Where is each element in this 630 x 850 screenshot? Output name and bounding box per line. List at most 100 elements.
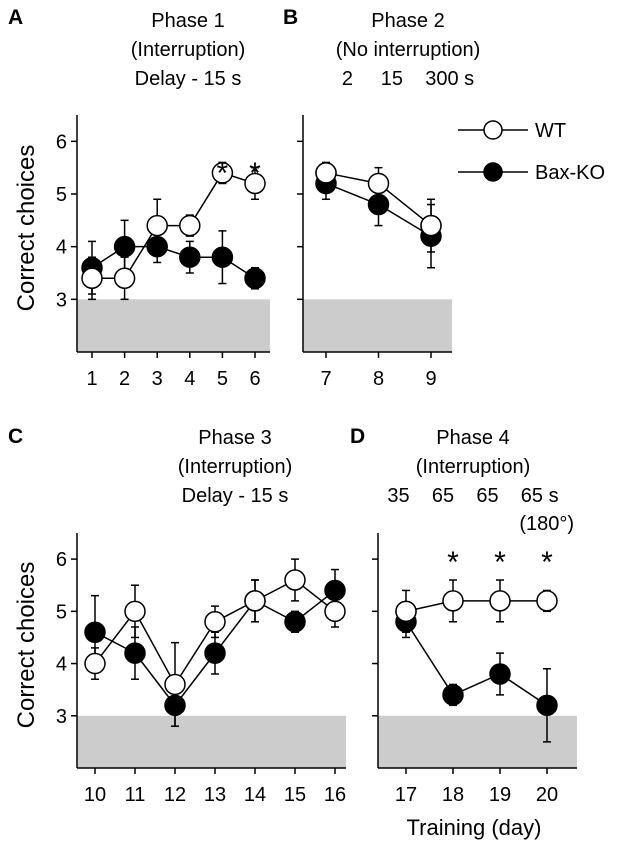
y-axis-label-top: Correct choices [13,145,40,312]
panel-letter-a: A [8,6,23,29]
y-axis-label-bottom: Correct choices [13,562,40,729]
data-point-wt [124,600,146,623]
panel-b-header-line: 2 15 300 s [342,68,474,90]
x-tick-label-a: 5 [217,368,228,390]
data-point-baxko [489,663,511,685]
panel-a-header-line: Delay - 15 s [135,68,242,90]
x-tick-label-d: 19 [489,784,511,806]
legend-label-baxko: Bax-KO [535,162,605,184]
significance-star-a: * [217,157,229,190]
data-point-baxko [442,684,464,706]
data-point-wt [211,162,234,184]
data-point-wt [179,214,201,237]
x-tick-label-c: 16 [324,784,346,806]
x-tick-label-d: 20 [536,784,558,806]
series-line-baxko-d [405,621,548,706]
y-tick-label-c: 6 [56,549,67,571]
data-point-wt [146,214,168,237]
panel-c: 3 4 5 6 10 11 12 13 14 15 16 Phase 3 (Interruption) D… [56,427,346,806]
x-tick-label-a: 3 [152,368,163,390]
panel-a-header-line: Phase 1 [151,10,224,32]
x-tick-label-d: 18 [442,784,464,806]
data-point-wt [244,172,266,195]
panel-b: 7 8 9 Phase 2 (No interruption) 2 15 300 s [297,10,480,390]
data-point-wt [324,600,346,623]
legend-marker-baxko [483,162,503,182]
panel-d: 17 18 19 20 Phase 4 (Interruption) 35 65 65 65… [372,427,577,806]
x-tick-label-a: 6 [249,368,260,390]
panel-d-header-line: (Interruption) [416,456,531,478]
panel-letter-c: C [8,425,23,448]
data-point-baxko [211,246,234,268]
x-tick-label-b: 7 [320,368,331,390]
panel-b-header-line: (No interruption) [336,39,481,61]
x-tick-label-d: 17 [395,784,417,806]
panel-d-header-line: Phase 4 [436,427,509,449]
data-point-wt [244,590,266,612]
significance-star-a: * [249,157,261,190]
data-point-wt [442,590,464,612]
x-tick-label-a: 1 [86,368,97,390]
x-axis-label: Training (day) [407,815,542,840]
data-point-baxko [113,235,136,258]
panel-c-header-line: Phase 3 [198,427,271,449]
x-tick-label-b: 8 [373,368,384,390]
x-tick-label-c: 10 [84,784,106,806]
panel-c-header-line: Delay - 15 s [182,485,289,507]
chance-region-a [77,299,270,352]
y-tick-label-a: 6 [56,131,67,153]
data-point-wt [204,611,226,633]
data-point-baxko [284,611,306,633]
data-point-baxko [146,235,168,258]
data-point-wt [420,214,442,237]
data-point-wt [315,162,337,184]
x-tick-label-c: 11 [125,784,146,806]
chance-region-b [303,299,452,352]
y-tick-label-c: 4 [56,654,67,676]
x-tick-label-c: 12 [164,784,186,806]
legend-label-wt: WT [535,120,566,142]
panel-c-header-line: (Interruption) [178,456,293,478]
panel-letter-b: B [283,6,298,29]
data-point-baxko [536,694,558,717]
data-point-wt [84,652,106,675]
x-tick-label-c: 14 [244,784,266,806]
panel-d-header-line: 35 65 65 65 s [387,485,558,507]
data-point-wt [395,600,417,623]
x-tick-label-b: 9 [425,368,436,390]
y-tick-label-a: 5 [56,184,67,206]
panel-a-header-line: (Interruption) [131,39,246,61]
data-point-wt [536,590,558,612]
legend-marker-wt [483,120,503,140]
data-point-baxko [179,246,201,268]
y-tick-label-c: 5 [56,601,67,623]
x-tick-label-c: 15 [284,784,306,806]
data-point-wt [113,267,136,290]
data-point-baxko [324,579,346,602]
data-point-baxko [244,267,266,290]
significance-star-d: * [447,546,459,579]
panel-b-header-line: Phase 2 [371,10,444,32]
x-tick-label-a: 4 [184,368,195,390]
data-point-wt [489,590,511,612]
data-point-wt [164,673,186,696]
y-tick-label-c: 3 [56,706,67,728]
data-point-wt [367,172,390,195]
data-point-baxko [204,642,226,664]
panel-d-header-line: (180°) [519,513,574,535]
legend: WT Bax-KO [458,120,605,184]
x-tick-label-a: 2 [119,368,130,390]
x-tick-label-c: 13 [204,784,226,806]
data-point-wt [81,267,103,290]
data-point-baxko [164,694,186,717]
panel-letter-d: D [350,425,365,448]
data-point-baxko [84,621,106,643]
y-tick-label-a: 4 [56,237,67,259]
chance-region-c [77,715,346,768]
significance-star-d: * [541,546,553,579]
data-point-baxko [124,642,146,664]
significance-star-d: * [494,546,506,579]
y-tick-label-a: 3 [56,289,67,311]
